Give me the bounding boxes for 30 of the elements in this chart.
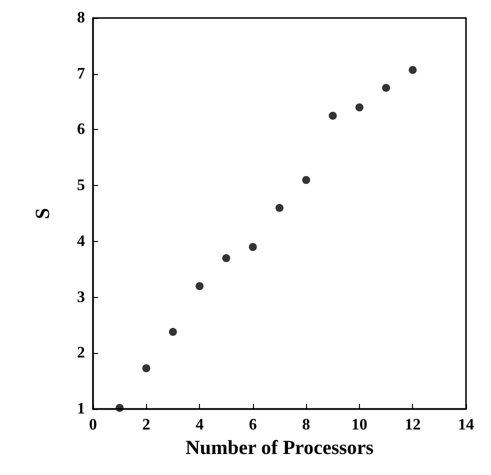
y-tick-label: 6 [77, 121, 85, 138]
y-tick-label: 4 [77, 232, 85, 250]
point [116, 404, 124, 412]
y-tick-label: 3 [77, 288, 85, 306]
point [142, 364, 150, 372]
point [302, 176, 310, 184]
x-tick-label: 0 [89, 416, 97, 434]
y-tick-label: 8 [77, 10, 85, 26]
x-axis-title: Number of Processors [185, 436, 374, 459]
y-tick-label: 1 [77, 400, 85, 418]
point [355, 103, 364, 112]
x-tick-label: 12 [404, 416, 421, 434]
point [328, 112, 337, 120]
point [222, 254, 230, 262]
point [248, 243, 257, 252]
point [276, 204, 284, 212]
x-tick-label: 8 [302, 416, 310, 434]
y-axis-title: S [32, 208, 54, 220]
y-tick-label: 5 [77, 177, 85, 194]
point [382, 84, 390, 92]
x-tick-label: 2 [142, 416, 150, 434]
x-tick-label: 4 [196, 416, 204, 434]
x-tick-label: 14 [458, 416, 474, 434]
point [196, 282, 204, 290]
y-tick-label: 7 [77, 65, 85, 82]
y-tick-label: 2 [77, 344, 85, 362]
point [168, 328, 177, 336]
x-tick-label: 6 [248, 416, 257, 434]
x-tick-label: 10 [351, 416, 368, 434]
point [408, 66, 417, 74]
